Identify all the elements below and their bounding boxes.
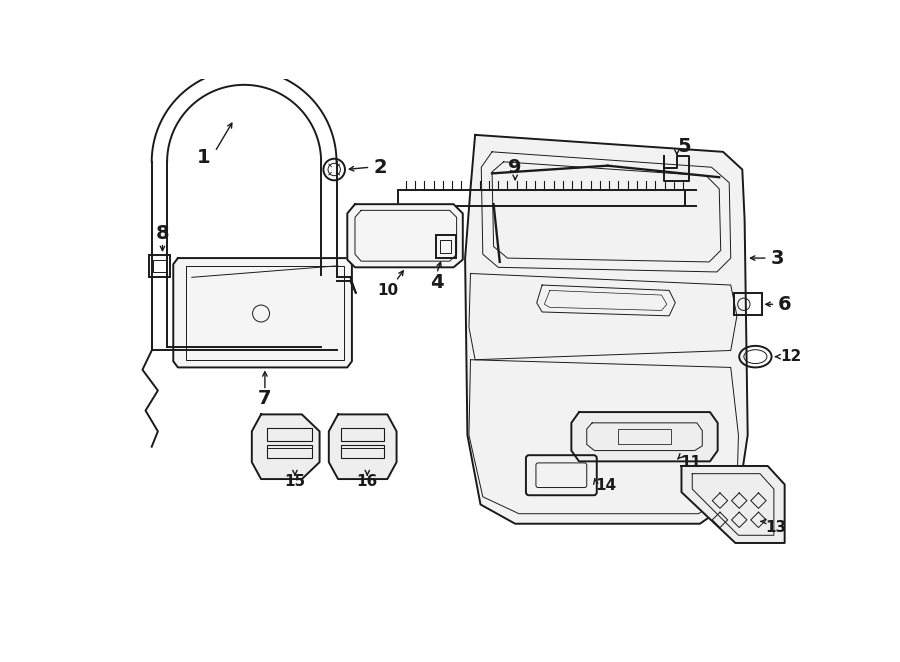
Text: 9: 9 [508, 158, 522, 177]
Bar [341, 445, 384, 457]
Bar [341, 428, 384, 441]
Polygon shape [174, 258, 352, 367]
Text: 7: 7 [258, 389, 272, 408]
Text: 16: 16 [356, 474, 378, 489]
Text: 12: 12 [780, 349, 801, 364]
Text: 11: 11 [680, 455, 701, 469]
Polygon shape [252, 414, 320, 479]
Text: 14: 14 [596, 478, 617, 493]
Text: 3: 3 [770, 248, 784, 267]
Text: 8: 8 [156, 224, 169, 243]
Text: 10: 10 [377, 283, 399, 298]
Text: 13: 13 [765, 520, 786, 535]
Polygon shape [328, 414, 397, 479]
Polygon shape [347, 204, 463, 267]
Text: 1: 1 [196, 148, 210, 167]
Bar [617, 429, 671, 444]
Polygon shape [572, 412, 717, 461]
Polygon shape [465, 135, 748, 524]
Bar [267, 445, 312, 457]
Text: 2: 2 [374, 158, 387, 177]
Text: 15: 15 [284, 474, 305, 489]
Bar [436, 235, 456, 258]
Polygon shape [681, 466, 785, 543]
Bar [148, 255, 170, 277]
Polygon shape [664, 156, 689, 181]
Bar [267, 428, 312, 441]
Text: 5: 5 [678, 137, 691, 156]
Text: 6: 6 [778, 295, 791, 314]
Bar [440, 240, 451, 253]
Bar [153, 260, 166, 272]
Text: 4: 4 [430, 273, 444, 292]
Bar [734, 293, 761, 315]
Bar [398, 190, 685, 206]
